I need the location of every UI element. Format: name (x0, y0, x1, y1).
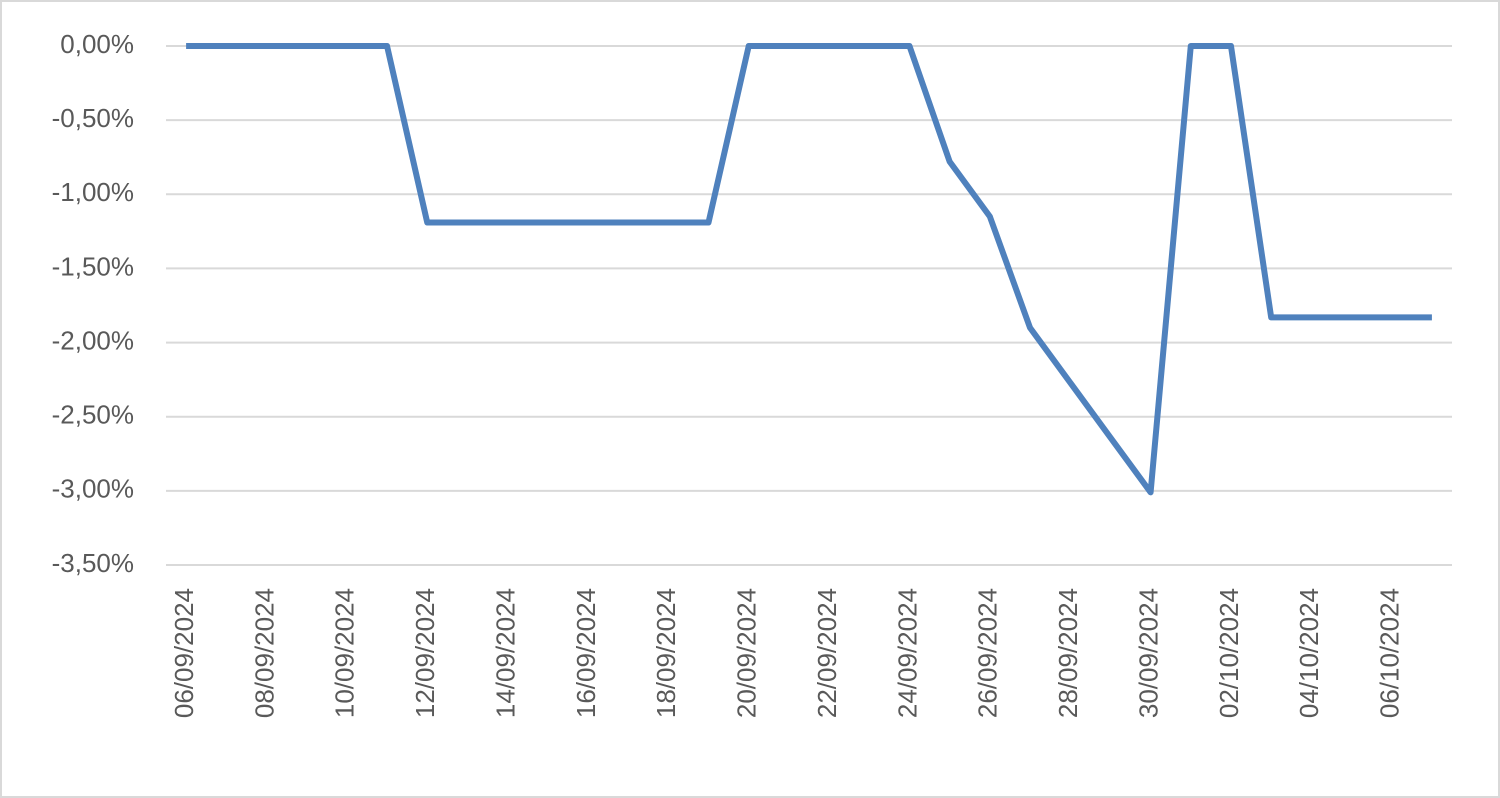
y-tick-label: -0,50% (52, 103, 134, 133)
y-tick-label: -2,50% (52, 400, 134, 430)
x-tick-label: 20/09/2024 (732, 588, 762, 718)
y-tick-label: -3,00% (52, 474, 134, 504)
x-tick-label: 16/09/2024 (571, 588, 601, 718)
x-tick-label: 04/10/2024 (1294, 588, 1324, 718)
x-tick-label: 06/10/2024 (1375, 588, 1405, 718)
x-tick-label: 08/09/2024 (249, 588, 279, 718)
x-tick-label: 12/09/2024 (410, 588, 440, 718)
x-tick-label: 02/10/2024 (1214, 588, 1244, 718)
x-tick-label: 10/09/2024 (330, 588, 360, 718)
data-line (186, 43, 1432, 496)
y-tick-label: -1,00% (52, 177, 134, 207)
x-tick-label: 28/09/2024 (1053, 588, 1083, 718)
y-tick-label: -1,50% (52, 251, 134, 281)
y-tick-label: -3,50% (52, 548, 134, 578)
x-tick-label: 06/09/2024 (169, 588, 199, 718)
x-tick-label: 22/09/2024 (812, 588, 842, 718)
x-tick-label: 24/09/2024 (892, 588, 922, 718)
x-tick-label: 30/09/2024 (1133, 588, 1163, 718)
y-tick-label: 0,00% (60, 29, 134, 59)
y-tick-label: -2,00% (52, 325, 134, 355)
x-tick-label: 26/09/2024 (973, 588, 1003, 718)
x-tick-label: 14/09/2024 (490, 588, 520, 718)
x-tick-label: 18/09/2024 (651, 588, 681, 718)
